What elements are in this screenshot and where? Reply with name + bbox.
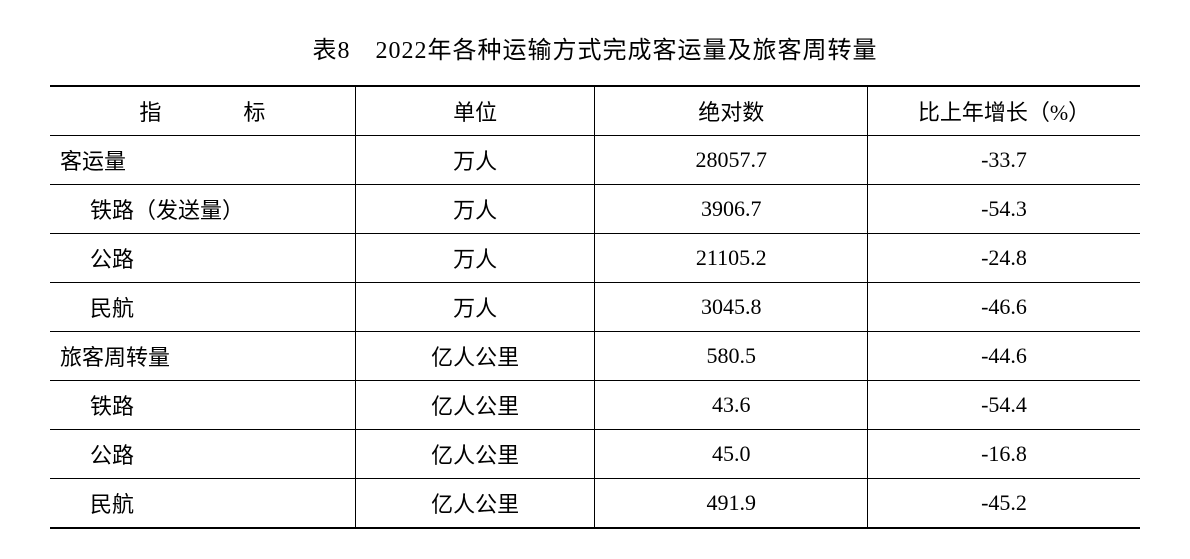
- cell-absolute: 580.5: [595, 332, 868, 381]
- table-row: 旅客周转量 亿人公里 580.5 -44.6: [50, 332, 1140, 381]
- cell-growth: -33.7: [867, 136, 1140, 185]
- table-row: 公路 亿人公里 45.0 -16.8: [50, 430, 1140, 479]
- cell-unit: 亿人公里: [355, 332, 595, 381]
- table-row: 客运量 万人 28057.7 -33.7: [50, 136, 1140, 185]
- cell-absolute: 21105.2: [595, 234, 868, 283]
- table-body: 客运量 万人 28057.7 -33.7 铁路（发送量） 万人 3906.7 -…: [50, 136, 1140, 529]
- cell-growth: -16.8: [867, 430, 1140, 479]
- cell-indicator: 客运量: [50, 136, 355, 185]
- cell-indicator: 铁路（发送量）: [50, 185, 355, 234]
- cell-unit: 亿人公里: [355, 381, 595, 430]
- cell-absolute: 3045.8: [595, 283, 868, 332]
- cell-indicator: 公路: [50, 430, 355, 479]
- cell-absolute: 45.0: [595, 430, 868, 479]
- cell-unit: 亿人公里: [355, 479, 595, 529]
- cell-indicator: 民航: [50, 479, 355, 529]
- cell-growth: -44.6: [867, 332, 1140, 381]
- cell-unit: 万人: [355, 185, 595, 234]
- table-row: 公路 万人 21105.2 -24.8: [50, 234, 1140, 283]
- header-growth: 比上年增长（%）: [867, 86, 1140, 136]
- cell-unit: 万人: [355, 234, 595, 283]
- table-row: 铁路（发送量） 万人 3906.7 -54.3: [50, 185, 1140, 234]
- cell-indicator: 民航: [50, 283, 355, 332]
- table-row: 铁路 亿人公里 43.6 -54.4: [50, 381, 1140, 430]
- cell-indicator: 旅客周转量: [50, 332, 355, 381]
- transport-table: 指 标 单位 绝对数 比上年增长（%） 客运量 万人 28057.7 -33.7…: [50, 85, 1140, 529]
- cell-indicator: 公路: [50, 234, 355, 283]
- cell-growth: -45.2: [867, 479, 1140, 529]
- cell-absolute: 43.6: [595, 381, 868, 430]
- cell-unit: 亿人公里: [355, 430, 595, 479]
- cell-absolute: 491.9: [595, 479, 868, 529]
- cell-growth: -24.8: [867, 234, 1140, 283]
- table-row: 民航 亿人公里 491.9 -45.2: [50, 479, 1140, 529]
- table-title: 表8 2022年各种运输方式完成客运量及旅客周转量: [50, 30, 1140, 65]
- table-row: 民航 万人 3045.8 -46.6: [50, 283, 1140, 332]
- table-header-row: 指 标 单位 绝对数 比上年增长（%）: [50, 86, 1140, 136]
- cell-growth: -46.6: [867, 283, 1140, 332]
- cell-unit: 万人: [355, 283, 595, 332]
- cell-growth: -54.3: [867, 185, 1140, 234]
- header-absolute: 绝对数: [595, 86, 868, 136]
- cell-growth: -54.4: [867, 381, 1140, 430]
- cell-absolute: 3906.7: [595, 185, 868, 234]
- header-unit: 单位: [355, 86, 595, 136]
- cell-indicator: 铁路: [50, 381, 355, 430]
- cell-unit: 万人: [355, 136, 595, 185]
- header-indicator: 指 标: [50, 86, 355, 136]
- cell-absolute: 28057.7: [595, 136, 868, 185]
